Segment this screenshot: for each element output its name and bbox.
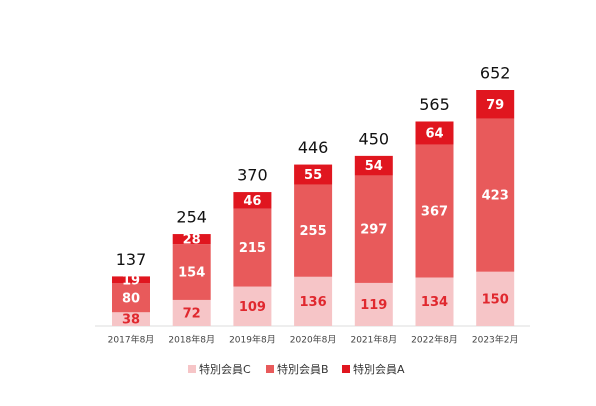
data-label: 297 [360,223,387,238]
data-label: 54 [365,159,383,174]
bar-segment [233,192,272,209]
bar-segment [112,276,150,284]
x-tick-label: 2022年8月 [411,334,458,346]
bar-segment [476,118,515,272]
total-label: 450 [359,129,390,148]
total-label: 370 [237,166,268,185]
bar-segment [354,282,393,326]
bar-segment [476,271,515,326]
legend-swatch [342,365,350,373]
total-label: 565 [419,95,450,114]
bar-segment [415,121,454,145]
legend-swatch [266,365,274,373]
data-label: 46 [243,194,261,209]
legend-label: 特別会員A [353,362,405,376]
data-label: 119 [360,298,387,313]
data-label: 154 [178,266,205,281]
data-label: 215 [239,241,266,256]
bar-segment [294,164,333,185]
total-label: 446 [298,138,329,157]
data-label: 28 [183,233,201,248]
data-label: 134 [421,295,448,310]
data-label: 38 [122,313,140,328]
legend-label: 特別会員B [277,362,329,376]
x-tick-label: 2021年8月 [350,334,397,346]
x-tick-label: 2023年2月 [472,334,519,346]
bar-segment [354,155,393,176]
bar-segment [415,144,454,278]
bar-segment [112,283,150,313]
data-label: 109 [239,300,266,315]
bar-segment [476,90,515,119]
data-label: 64 [425,127,443,142]
data-label: 72 [183,306,201,321]
data-label: 79 [486,98,504,113]
bar-segment [172,244,211,300]
data-label: 80 [122,291,140,306]
bar-segment [415,277,454,326]
data-label: 255 [300,224,327,239]
data-label: 19 [122,273,140,288]
bar-segment [233,286,272,326]
bar-segment [233,208,272,287]
bar-segment [294,184,333,277]
bar-segment [172,299,211,326]
x-tick-label: 2020年8月 [290,334,337,346]
data-label: 423 [482,189,509,204]
total-label: 137 [116,250,147,269]
data-label: 367 [421,205,448,220]
data-label: 136 [300,295,327,310]
legend-label: 特別会員C [199,362,251,376]
bar-segment [354,175,393,283]
total-label: 254 [176,208,207,227]
bar-segment [294,276,333,326]
data-label: 55 [304,168,322,183]
data-label: 150 [482,292,509,307]
total-label: 652 [480,64,511,83]
x-tick-label: 2018年8月 [168,334,215,346]
x-tick-label: 2019年8月 [229,334,276,346]
legend-swatch [188,365,196,373]
bar-segment [172,234,211,245]
bar-segment [112,312,150,326]
x-tick-label: 2017年8月 [108,334,155,346]
